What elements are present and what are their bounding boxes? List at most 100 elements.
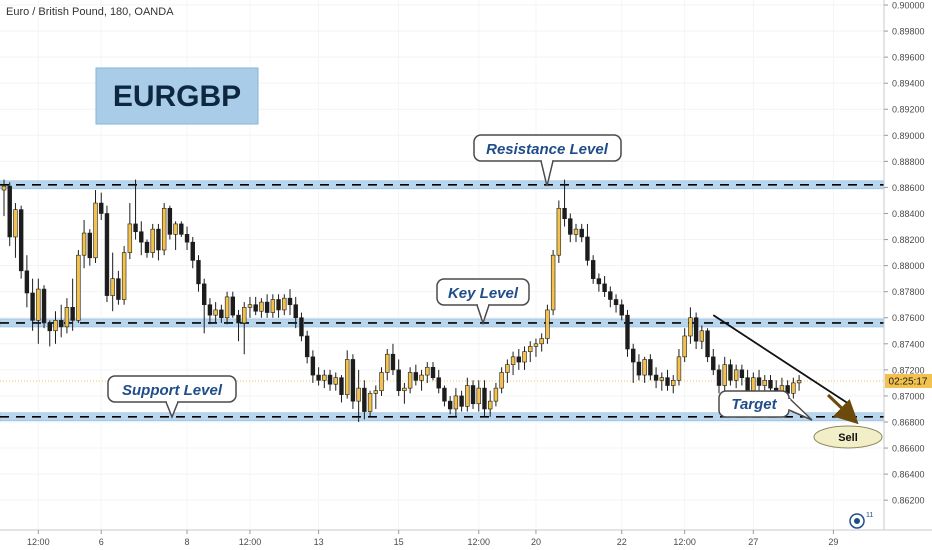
candle-body [167, 207, 173, 235]
candle-body [745, 377, 750, 392]
candle-body [144, 241, 150, 253]
candle-body [442, 387, 447, 402]
candle-body [613, 299, 619, 306]
candle-body [87, 232, 93, 259]
candle-body [665, 377, 670, 386]
logo-icon-dot [854, 518, 860, 524]
candle-body [602, 283, 607, 292]
candle-body [264, 301, 270, 313]
candle-body [522, 351, 527, 363]
candle-body [36, 288, 41, 321]
key-callout-pointer [476, 304, 490, 326]
time-tick-label: 12:00 [673, 537, 696, 547]
candle-body [362, 387, 367, 412]
time-tick-label: 12:00 [239, 537, 262, 547]
candle-body [693, 317, 699, 342]
candle-body [796, 379, 802, 384]
candle-body [259, 301, 264, 312]
candle-body [659, 377, 665, 381]
price-tick-label: 0.88800 [892, 157, 925, 167]
candle-body [379, 372, 384, 392]
candle-body [70, 307, 75, 321]
candle-body [24, 270, 30, 294]
candle-body [487, 400, 493, 410]
candle-body [653, 374, 659, 381]
price-tick-label: 0.87800 [892, 287, 925, 297]
candle-body [722, 364, 727, 386]
candle-body [453, 395, 459, 410]
price-tick-label: 0.90000 [892, 1, 925, 11]
candle-body [339, 377, 344, 395]
candle-body [705, 330, 710, 358]
candle-body [390, 353, 396, 371]
candle-body [711, 356, 716, 371]
target-callout: Target [718, 390, 813, 421]
candle-body [230, 296, 235, 316]
candle-body [282, 297, 287, 311]
key-callout: Key Level [436, 278, 530, 326]
candle-body [18, 209, 24, 272]
price-tick-label: 0.88400 [892, 209, 925, 219]
candle-body [671, 379, 676, 386]
candle-body [482, 387, 487, 410]
candle-body [156, 228, 161, 251]
time-axis[interactable]: 12:00 6 8 12:00 13 15 12:00 20 22 12:00 27 29 [27, 530, 838, 547]
candle-body [699, 330, 705, 342]
candle-body [121, 252, 127, 300]
price-tick-label: 0.87000 [892, 391, 925, 401]
candle-body [99, 202, 104, 214]
sell-label: Sell [838, 432, 858, 444]
trend-line[interactable] [712, 314, 852, 406]
candle-body [30, 292, 35, 321]
price-tick-label: 0.86400 [892, 470, 925, 480]
current-price-tag-text: 02:25:17 [889, 376, 928, 387]
price-axis[interactable]: 0.90000 0.89800 0.89600 0.89400 0.89200 0.890… [884, 1, 925, 506]
grid [0, 0, 884, 530]
candle-body [436, 377, 441, 389]
candle-body [179, 223, 184, 235]
price-tick-label: 0.89200 [892, 105, 925, 115]
candle-body [150, 228, 155, 253]
candle-body [430, 366, 436, 378]
notifications-badge[interactable]: 11 [849, 512, 873, 529]
candle-body [407, 372, 413, 389]
candle-body [596, 278, 602, 285]
time-tick-label: 13 [314, 537, 324, 547]
candle-body [207, 304, 213, 316]
candle-body [556, 207, 562, 256]
candle-body [762, 379, 767, 386]
candle-body [58, 320, 64, 328]
candle-body [110, 278, 115, 296]
price-tick-label: 0.86600 [892, 444, 925, 454]
candle-body [247, 304, 253, 308]
candle-body [528, 346, 533, 352]
candle-body [550, 254, 556, 311]
candle-body [447, 400, 453, 410]
candle-body [202, 283, 207, 306]
candle-body [47, 322, 52, 332]
candle-body [619, 304, 624, 316]
candle-body [76, 254, 81, 321]
candle-body [425, 366, 430, 376]
resistance-label: Resistance Level [486, 141, 609, 158]
candle-body [327, 374, 333, 385]
candle-body [562, 207, 567, 220]
candle-body [350, 359, 356, 402]
candle-body [396, 369, 401, 392]
resistance-callout: Resistance Level [473, 134, 622, 187]
support-callout-pointer [165, 401, 179, 420]
candle-body [533, 343, 539, 347]
candle-body [1, 185, 7, 191]
price-tick-label: 0.89000 [892, 131, 925, 141]
candle-body [470, 385, 476, 405]
candle-body [716, 369, 722, 386]
time-tick-label: 8 [185, 537, 190, 547]
candle-body [568, 218, 573, 235]
key-label: Key Level [448, 285, 519, 302]
candle-body [625, 314, 630, 350]
candles-layer [1, 179, 802, 422]
price-tick-label: 0.89800 [892, 27, 925, 37]
candle-body [81, 232, 87, 256]
badge-count: 11 [866, 512, 873, 519]
